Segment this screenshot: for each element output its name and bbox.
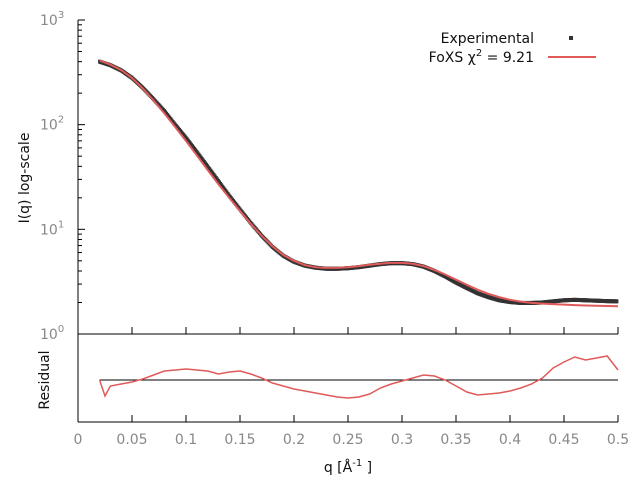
x-tick-label: 0.5 <box>607 432 629 448</box>
main-plot-area <box>98 59 619 308</box>
x-axis-title-sup: -1 <box>352 458 362 469</box>
legend-marker-experimental <box>569 36 573 40</box>
y-tick-label-exp: 1 <box>58 219 64 230</box>
legend-label-foxs-prefix: FoXS χ <box>429 50 476 66</box>
y-tick-label: 101 <box>40 219 64 238</box>
main-y-axis-title: I(q) log-scale <box>17 133 33 224</box>
y-tick-label-exp: 2 <box>58 115 64 126</box>
y-tick-label-base: 10 <box>40 118 58 134</box>
y-tick-label-base: 10 <box>40 327 58 343</box>
y-tick-label-exp: 3 <box>58 10 64 21</box>
y-tick-label-exp: 0 <box>58 324 64 335</box>
x-tick-label: 0.45 <box>548 432 579 448</box>
y-tick-label: 102 <box>40 115 64 134</box>
residual-plot-area <box>98 355 619 399</box>
legend-label-foxs-suffix: = 9.21 <box>482 50 534 66</box>
x-tick-label: 0.2 <box>283 432 305 448</box>
legend-label-experimental: Experimental <box>441 31 534 47</box>
x-ticks: 0 0.05 0.1 0.15 0.2 0.25 0.3 0.35 0.4 0.45 0.5 <box>74 327 629 448</box>
x-tick-label: 0 <box>74 432 83 448</box>
foxs-fit-line <box>99 59 619 308</box>
y-tick-label: 100 <box>40 324 64 343</box>
legend-label-foxs-sup: 2 <box>476 48 482 59</box>
y-tick-label: 103 <box>40 10 64 29</box>
y-tick-label-base: 10 <box>40 13 58 29</box>
x-tick-label: 0.3 <box>391 432 413 448</box>
x-axis-title: q [Å-1 ] <box>324 458 372 476</box>
x-tick-label: 0.15 <box>224 432 255 448</box>
legend: Experimental FoXS χ2 = 9.21 <box>429 31 596 66</box>
x-axis-title-suffix: ] <box>362 460 372 476</box>
residual-line <box>98 355 619 399</box>
experimental-point <box>615 299 619 304</box>
legend-label-foxs: FoXS χ2 = 9.21 <box>429 48 534 66</box>
y-tick-label-base: 10 <box>40 222 58 238</box>
x-tick-label: 0.1 <box>175 432 197 448</box>
x-tick-label: 0.25 <box>332 432 363 448</box>
x-axis-title-prefix: q [Å <box>324 459 353 476</box>
x-tick-label: 0.4 <box>499 432 521 448</box>
residual-y-axis-title: Residual <box>37 350 53 409</box>
x-tick-label: 0.35 <box>440 432 471 448</box>
x-tick-label: 0.05 <box>116 432 147 448</box>
